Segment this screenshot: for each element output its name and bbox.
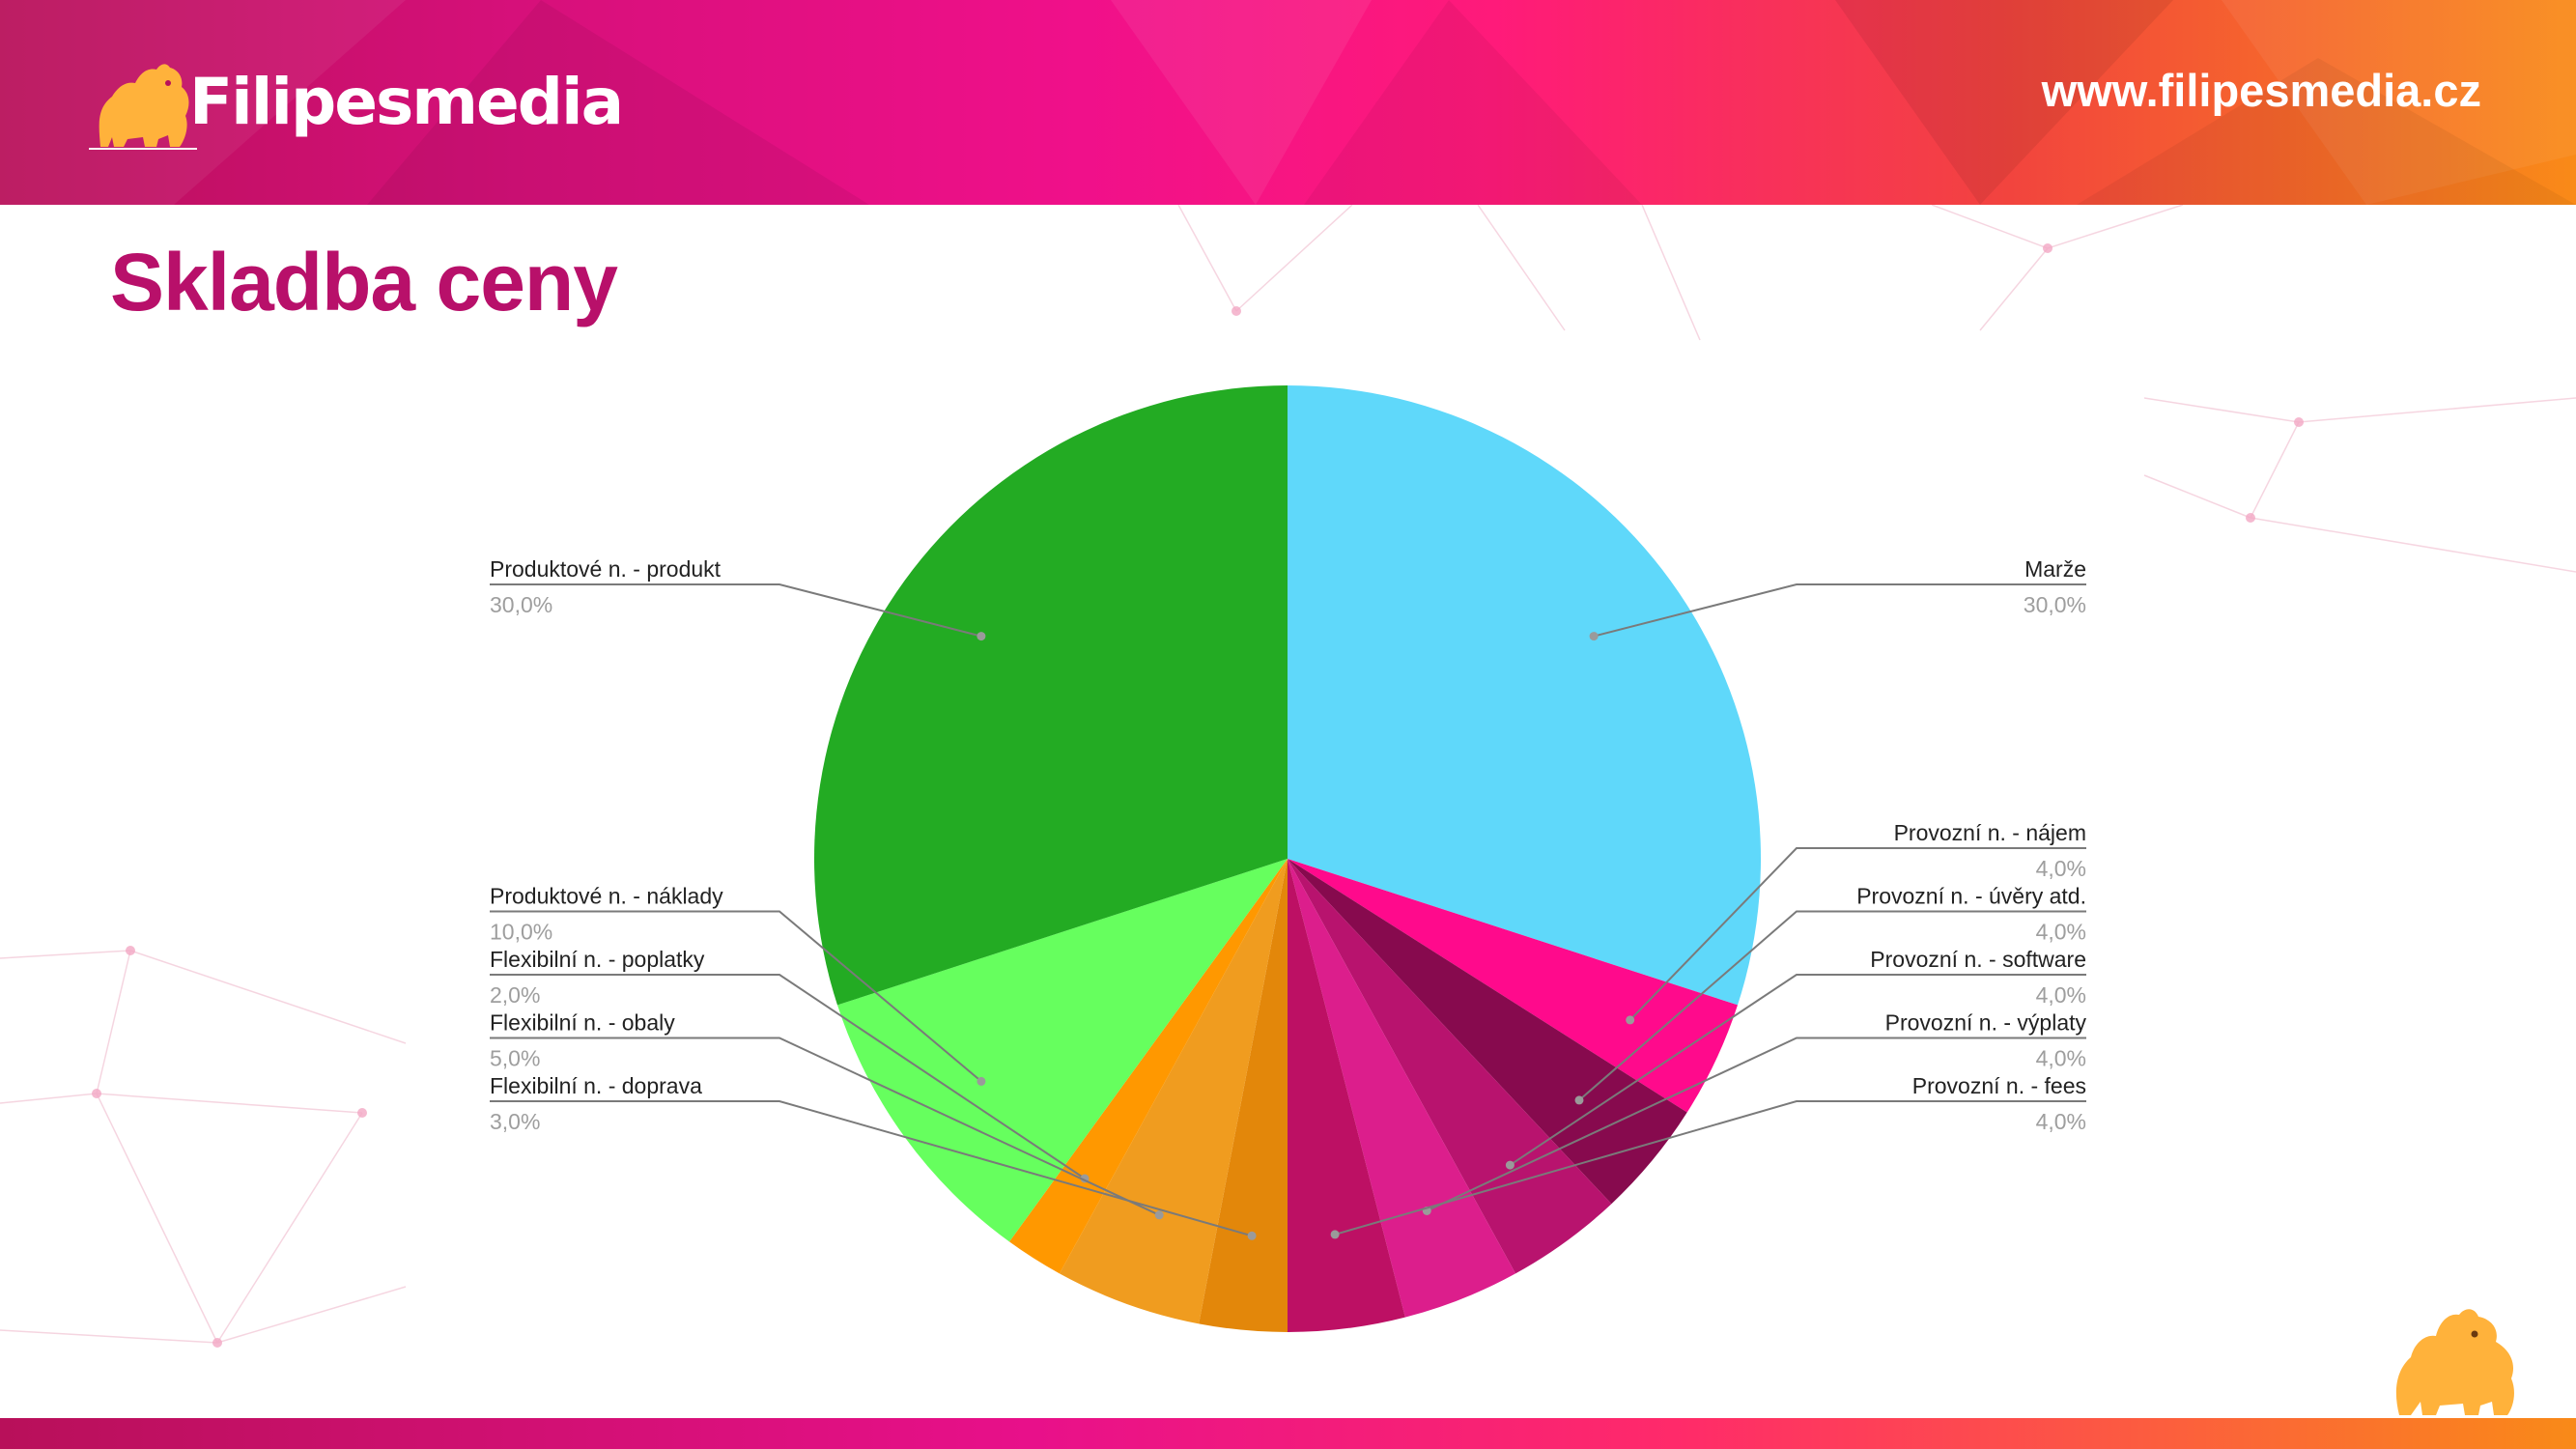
slice-label-value: 4,0% [2036, 1046, 2086, 1071]
slice-label-name: Produktové n. - produkt [490, 556, 722, 582]
header-decoration [0, 0, 2576, 205]
pie-slice[interactable] [1288, 859, 1739, 1113]
slice-label-value: 30,0% [490, 592, 552, 617]
slice-label: Flexibilní n. - poplatky 2,0% [490, 947, 1090, 1183]
slice-label: Provozní n. - software 4,0% [1505, 947, 2086, 1170]
slice-label-value: 4,0% [2036, 1109, 2086, 1134]
slice-label-name: Marže [2024, 556, 2086, 582]
slice-label-value: 3,0% [490, 1109, 540, 1134]
footer-bar [0, 1418, 2576, 1449]
leader-dot [1626, 1015, 1635, 1025]
leader-line [1593, 583, 2086, 638]
leader-dot [977, 1076, 986, 1086]
slice-label-name: Flexibilní n. - doprava [490, 1073, 702, 1098]
slice-label: Provozní n. - výplaty 4,0% [1422, 1010, 2087, 1215]
header-banner: Filipesmedia www.filipesmedia.cz [0, 0, 2576, 205]
slice-label: Flexibilní n. - doprava 3,0% [490, 1073, 1257, 1240]
slice-label-name: Provozní n. - fees [1912, 1073, 2086, 1098]
slice-label: Flexibilní n. - obaly 5,0% [490, 1010, 1164, 1220]
slice-label: Provozní n. - nájem 4,0% [1626, 820, 2086, 1025]
slice-label: Produktové n. - náklady 10,0% [490, 884, 986, 1086]
pie-slice[interactable] [1199, 859, 1288, 1332]
leader-line [1509, 974, 2086, 1166]
leader-line [1628, 847, 2086, 1021]
leader-dot [977, 632, 986, 641]
pie-slice[interactable] [1008, 859, 1288, 1274]
leader-dot [1589, 632, 1599, 641]
slice-label: Produktové n. - produkt 30,0% [490, 556, 986, 641]
pie-slice[interactable] [836, 859, 1288, 1242]
leader-line [490, 583, 982, 638]
slice-label-value: 4,0% [2036, 982, 2086, 1008]
dog-logo-icon [89, 64, 197, 150]
pie-slice[interactable] [1288, 385, 1762, 1006]
slice-label-name: Provozní n. - software [1870, 947, 2086, 972]
leader-line [490, 910, 982, 1083]
leader-dot [1154, 1210, 1164, 1220]
website-url[interactable]: www.filipesmedia.cz [2041, 65, 2481, 116]
slice-label: Marže 30,0% [1589, 556, 2086, 641]
brand-logo[interactable]: Filipesmedia [89, 58, 624, 155]
brand-name: Filipesmedia [189, 64, 624, 139]
pie-slice[interactable] [813, 385, 1288, 1006]
slice-label-name: Flexibilní n. - obaly [490, 1010, 675, 1036]
slice-label-name: Flexibilní n. - poplatky [490, 947, 705, 972]
leader-line [490, 1100, 1253, 1237]
pie-slice[interactable] [1288, 859, 1516, 1318]
leader-line [490, 974, 1086, 1179]
slice-label-value: 4,0% [2036, 920, 2086, 945]
slice-label-value: 4,0% [2036, 856, 2086, 881]
pie-slice[interactable] [1288, 859, 1687, 1205]
leader-line [1334, 1100, 2086, 1236]
slice-label-name: Provozní n. - úvěry atd. [1856, 884, 2086, 909]
background-network-pattern [0, 205, 2576, 1348]
slice-label: Provozní n. - fees 4,0% [1330, 1073, 2086, 1239]
leader-line [1578, 910, 2086, 1101]
pie-slice[interactable] [1059, 859, 1288, 1324]
slice-label-value: 5,0% [490, 1046, 540, 1071]
leader-dot [1574, 1095, 1584, 1105]
leader-line [490, 1037, 1160, 1216]
leader-dot [1247, 1231, 1257, 1240]
slice-label-name: Produktové n. - náklady [490, 884, 723, 909]
pie-slice[interactable] [1288, 859, 1612, 1274]
slice-label-name: Provozní n. - nájem [1894, 820, 2086, 845]
slice-label-value: 10,0% [490, 920, 552, 945]
dog-corner-icon [2395, 1309, 2514, 1415]
slice-label: Provozní n. - úvěry atd. 4,0% [1574, 884, 2086, 1105]
leader-dot [1330, 1230, 1340, 1239]
pie-slice[interactable] [1288, 859, 1405, 1332]
leader-line [1426, 1037, 2086, 1212]
slice-label-value: 30,0% [2024, 592, 2086, 617]
pie-slices [813, 385, 1762, 1332]
slice-label-value: 2,0% [490, 982, 540, 1008]
slice-label-name: Provozní n. - výplaty [1885, 1010, 2087, 1036]
leader-dot [1505, 1160, 1514, 1170]
page-title: Skladba ceny [110, 237, 618, 327]
